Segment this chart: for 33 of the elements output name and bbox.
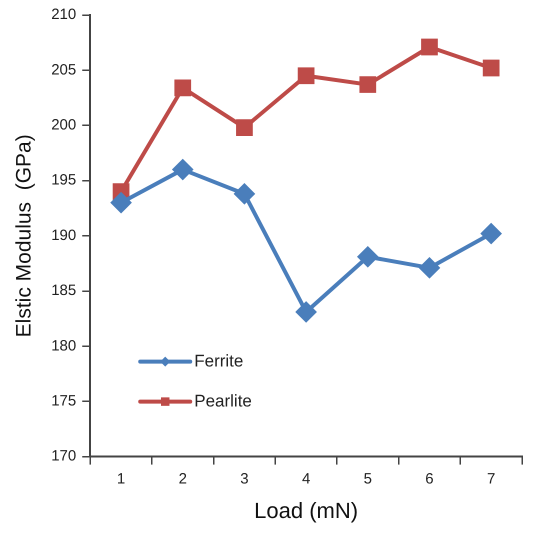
point [296,302,316,322]
y-tick-label: 185 [51,282,76,300]
y-tick-label: 195 [51,172,76,189]
point [419,258,440,278]
y-tick-label: 180 [51,337,76,354]
point [481,224,502,244]
point [482,60,500,76]
x-tick-label: 1 [116,470,126,488]
y-tick-label: 200 [51,116,76,134]
point [111,192,132,213]
y-tick-label: 170 [51,448,76,465]
x-tick-label: 5 [364,470,372,488]
x-tick-label: 3 [240,470,249,488]
point [236,119,253,136]
point [174,80,192,96]
point [298,67,314,84]
legend-label: Ferrite [194,351,244,370]
point [234,184,254,204]
point [421,38,438,56]
y-tick-label: 175 [51,392,76,410]
point [359,76,376,93]
x-tick-label: 4 [302,470,310,488]
point [172,160,193,180]
legend-label: Pearlite [194,391,252,410]
y-tick-label: 190 [51,226,76,244]
y-axis-title: Elstic Modulus (GPa) [12,134,36,338]
x-tick-label: 2 [178,470,187,488]
y-tick-label: 205 [51,61,76,78]
x-axis-title: Load (mN) [254,498,358,523]
x-tick-label: 6 [425,470,434,488]
point [358,246,378,267]
y-tick-label: 210 [51,6,76,24]
x-tick-label: 7 [486,470,496,488]
